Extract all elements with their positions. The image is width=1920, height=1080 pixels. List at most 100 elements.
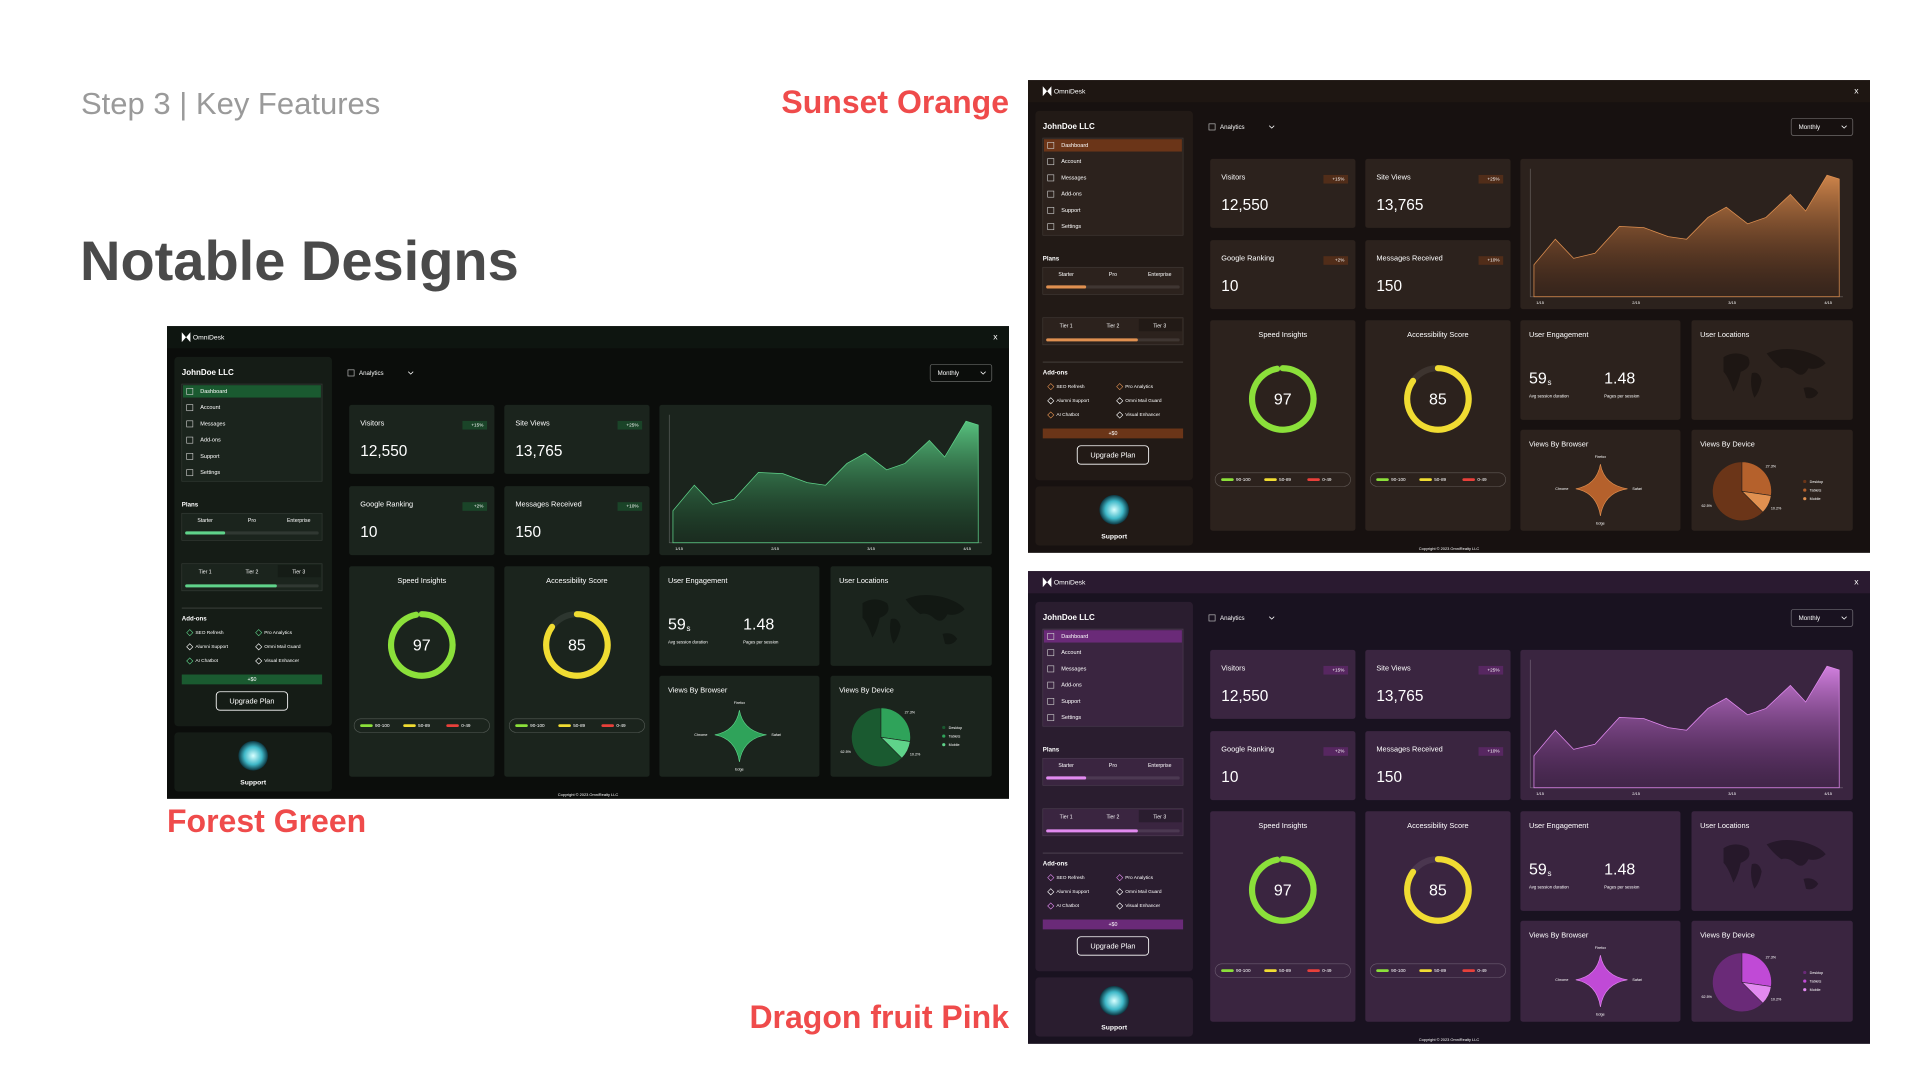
label: Chrome bbox=[694, 733, 707, 737]
label: 0-49 bbox=[616, 723, 626, 728]
dashboard-mockup: OmniDesk x JohnDoe LLC Dashboard Account Mess… bbox=[1028, 571, 1870, 1044]
chevron bbox=[1841, 616, 1847, 620]
theme-name: Dragon fruit Pink bbox=[749, 999, 1009, 1035]
menu-icon bbox=[1047, 714, 1055, 722]
label: Support bbox=[200, 454, 220, 460]
addon-icon bbox=[1047, 902, 1055, 910]
grid-icon bbox=[1208, 614, 1216, 622]
gauge-card bbox=[504, 566, 650, 777]
label: 3/15 bbox=[867, 546, 875, 551]
chevron bbox=[1269, 125, 1275, 129]
label: Monthly bbox=[1799, 615, 1821, 622]
label: AI Chatbot bbox=[1056, 903, 1079, 909]
label: OmniDesk bbox=[1054, 89, 1086, 96]
label: s bbox=[1547, 378, 1551, 387]
gauge-arc bbox=[1248, 365, 1317, 433]
menu-icon bbox=[186, 404, 194, 412]
label: 50-89 bbox=[1279, 968, 1291, 973]
label: 1/15 bbox=[1536, 791, 1544, 796]
label: SEO Refresh bbox=[195, 630, 224, 636]
label: Edge bbox=[1596, 1012, 1605, 1016]
label: Visitors bbox=[1221, 663, 1245, 672]
label: Visitors bbox=[360, 418, 384, 427]
gauge-legend bbox=[1214, 963, 1351, 978]
label: Firefox bbox=[734, 701, 745, 705]
label: 1.48 bbox=[743, 616, 774, 633]
engagement-card bbox=[1520, 811, 1681, 911]
label: Monthly bbox=[938, 370, 960, 377]
label: OmniDesk bbox=[193, 335, 225, 342]
gauge-legend bbox=[353, 718, 490, 733]
menu-icon bbox=[186, 420, 194, 428]
label: 10.2% bbox=[1771, 506, 1782, 510]
label: Add-ons bbox=[1061, 683, 1082, 689]
label: Speed Insights bbox=[1258, 821, 1307, 830]
label: Edge bbox=[1596, 521, 1605, 525]
addon-icon bbox=[1116, 874, 1124, 882]
menu-box bbox=[181, 383, 323, 482]
label: 90-100 bbox=[1236, 968, 1251, 973]
label: Visual Enhancer bbox=[264, 658, 299, 664]
label: 85 bbox=[1429, 391, 1447, 408]
label: Enterprise bbox=[1148, 763, 1172, 769]
label: SEO Refresh bbox=[1056, 875, 1085, 881]
label: Settings bbox=[1061, 224, 1081, 230]
stat-card bbox=[1210, 240, 1356, 310]
pie-slice bbox=[880, 707, 911, 742]
label: 13,765 bbox=[1376, 688, 1423, 705]
label: Messages bbox=[1061, 175, 1086, 181]
gauge-card bbox=[1365, 811, 1511, 1022]
legend-dot bbox=[1803, 488, 1807, 492]
label: +10% bbox=[626, 504, 638, 509]
label: 150 bbox=[1376, 769, 1402, 786]
addon-icon bbox=[1047, 874, 1055, 882]
label: Tier 1 bbox=[199, 570, 212, 576]
label: Mobile bbox=[1810, 988, 1821, 992]
label: Settings bbox=[200, 470, 220, 476]
label: Visual Enhancer bbox=[1125, 412, 1160, 418]
menu-active bbox=[1044, 139, 1182, 152]
label: Google Ranking bbox=[360, 500, 413, 509]
legend-dot bbox=[1803, 479, 1807, 484]
label: 12,550 bbox=[1221, 688, 1268, 705]
label: Google Ranking bbox=[1221, 254, 1274, 263]
gauge-arc bbox=[387, 611, 456, 679]
label: +25% bbox=[1487, 667, 1499, 672]
menu-icon bbox=[186, 453, 194, 460]
gauge-card bbox=[349, 566, 495, 777]
label: Alumni Support bbox=[1056, 398, 1089, 404]
label: 10.2% bbox=[910, 752, 921, 756]
label: Desktop bbox=[1810, 971, 1824, 975]
label: Support bbox=[1101, 534, 1128, 541]
menu-icon bbox=[1047, 174, 1055, 182]
addon-icon bbox=[1047, 383, 1055, 391]
stat-card bbox=[1210, 731, 1356, 801]
upgrade-button bbox=[1076, 445, 1150, 465]
label: User Engagement bbox=[1529, 821, 1588, 830]
stat-card bbox=[1365, 649, 1511, 719]
legend-dot bbox=[942, 734, 946, 738]
label: 97 bbox=[1274, 882, 1292, 899]
label: 12,550 bbox=[360, 443, 407, 460]
label: x bbox=[993, 332, 998, 342]
label: Pro Analytics bbox=[264, 630, 292, 636]
label: Account bbox=[1061, 650, 1081, 656]
label: AI Chatbot bbox=[195, 658, 218, 664]
browser-star bbox=[1575, 464, 1628, 516]
label: Account bbox=[1061, 159, 1081, 165]
pie-slice bbox=[1712, 461, 1764, 522]
menu-icon bbox=[1047, 649, 1055, 657]
stat-card bbox=[1365, 731, 1511, 801]
dashboard-mockup: OmniDesk x JohnDoe LLC Dashboard Account Mess… bbox=[1028, 80, 1870, 553]
stat-card bbox=[504, 486, 650, 556]
gauge-card bbox=[1210, 320, 1356, 531]
label: Pro bbox=[1109, 763, 1117, 769]
label: Firefox bbox=[1595, 946, 1606, 950]
label: 3/15 bbox=[1728, 300, 1736, 305]
addon-icon bbox=[1116, 888, 1124, 896]
addon-icon bbox=[1116, 383, 1124, 391]
label: Messages bbox=[1061, 666, 1086, 672]
label: Tablets bbox=[949, 734, 961, 738]
menu-active bbox=[1044, 630, 1182, 643]
